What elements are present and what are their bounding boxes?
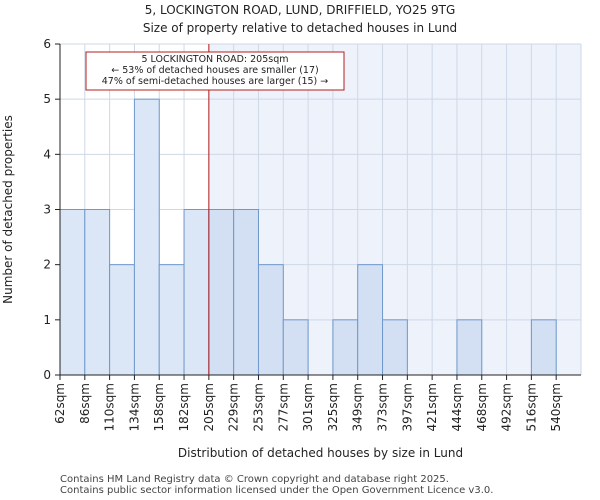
x-tick-label: 134sqm	[127, 383, 141, 431]
y-tick-label: 5	[43, 92, 51, 106]
annotation-line: 5 LOCKINGTON ROAD: 205sqm	[141, 54, 288, 65]
y-tick-label: 6	[43, 37, 51, 51]
x-tick-label: 397sqm	[400, 383, 414, 431]
x-tick-label: 468sqm	[475, 383, 489, 431]
x-tick-label: 86sqm	[78, 383, 92, 424]
footer-licence: Contains public sector information licen…	[60, 485, 494, 496]
bar	[158, 264, 185, 376]
bar	[530, 319, 557, 376]
x-tick-label: 492sqm	[500, 383, 514, 431]
bar	[183, 209, 210, 376]
chart-title: 5, LOCKINGTON ROAD, LUND, DRIFFIELD, YO2…	[144, 3, 456, 17]
annotation-line: 47% of semi-detached houses are larger (…	[102, 76, 329, 87]
y-tick-label: 1	[43, 313, 51, 327]
bar	[382, 319, 408, 376]
bar	[357, 264, 384, 376]
x-tick-label: 110sqm	[103, 383, 117, 431]
bar	[84, 209, 111, 376]
x-tick-label: 373sqm	[376, 383, 390, 431]
x-tick-label: 229sqm	[227, 383, 241, 431]
y-tick-label: 0	[43, 368, 51, 382]
x-axis-title: Distribution of detached houses by size …	[178, 446, 463, 460]
x-tick-label: 301sqm	[301, 383, 315, 431]
x-tick-label: 421sqm	[425, 383, 439, 431]
x-tick-label: 349sqm	[351, 383, 365, 431]
x-tick-label: 205sqm	[202, 383, 216, 431]
annotation-line: ← 53% of detached houses are smaller (17…	[111, 65, 318, 76]
x-tick-label: 540sqm	[549, 383, 563, 431]
bar	[282, 319, 309, 376]
x-tick-label: 516sqm	[524, 383, 538, 431]
chart-subtitle: Size of property relative to detached ho…	[142, 21, 458, 35]
y-tick-label: 4	[43, 147, 51, 161]
bar	[59, 209, 86, 376]
x-tick-label: 158sqm	[152, 383, 166, 431]
bar	[109, 264, 135, 376]
bar	[133, 98, 160, 376]
bar	[456, 319, 483, 376]
x-tick-label: 444sqm	[450, 383, 464, 431]
footer-copyright: Contains HM Land Registry data © Crown c…	[60, 474, 449, 485]
bar	[257, 264, 284, 376]
bar	[208, 209, 235, 376]
x-tick-label: 277sqm	[276, 383, 290, 431]
x-tick-label: 325sqm	[326, 383, 340, 431]
x-tick-label: 182sqm	[177, 383, 191, 431]
y-tick-label: 2	[43, 258, 51, 272]
bar	[233, 209, 259, 376]
bar	[332, 319, 359, 376]
y-tick-label: 3	[43, 203, 51, 217]
annotation-box	[85, 51, 345, 91]
y-axis-title: Number of detached properties	[1, 115, 15, 304]
x-tick-label: 253sqm	[251, 383, 265, 431]
x-tick-label: 62sqm	[53, 383, 67, 424]
